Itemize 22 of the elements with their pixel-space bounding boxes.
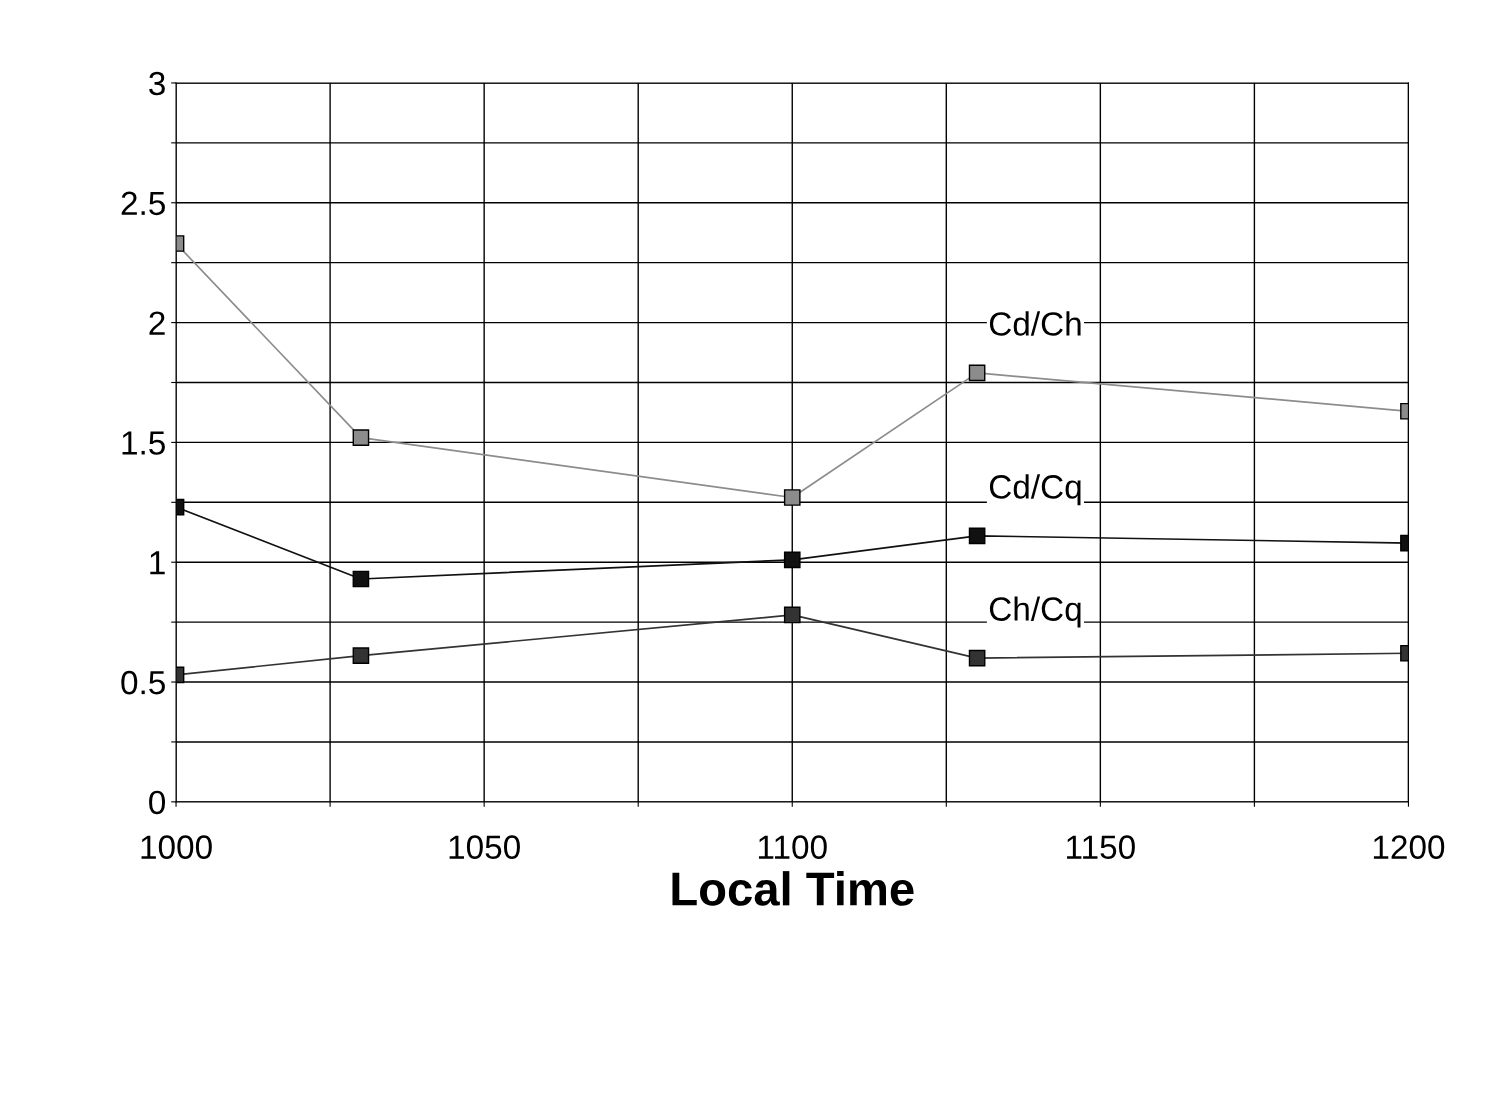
point — [783, 489, 801, 506]
x-tick-label: 1100 — [758, 835, 827, 859]
x-tick-label: 1000 — [141, 835, 212, 859]
point — [968, 649, 986, 667]
y-tick-label: 0 — [149, 790, 166, 815]
y-tick-label: 2 — [149, 311, 165, 335]
series-label: Cd/Cq — [989, 474, 1081, 506]
x-tick-label: 1200 — [1373, 835, 1445, 859]
x-tick-label: 1150 — [1067, 835, 1135, 859]
series-label: Cd/Ch — [989, 311, 1081, 336]
y-tick-label: 3 — [149, 71, 165, 96]
x-axis-title: Local Time — [672, 871, 914, 906]
y-tick-label: 0.5 — [121, 670, 165, 695]
series-label: Ch/Cq — [989, 596, 1081, 628]
y-tick-label: 1 — [150, 551, 165, 575]
point — [968, 364, 986, 382]
x-tick-label: 1050 — [449, 835, 520, 859]
y-tick-label: 2.5 — [121, 191, 165, 216]
y-tick-label: 1.5 — [122, 431, 165, 455]
point — [783, 606, 801, 624]
point — [968, 527, 986, 545]
point — [783, 551, 801, 569]
